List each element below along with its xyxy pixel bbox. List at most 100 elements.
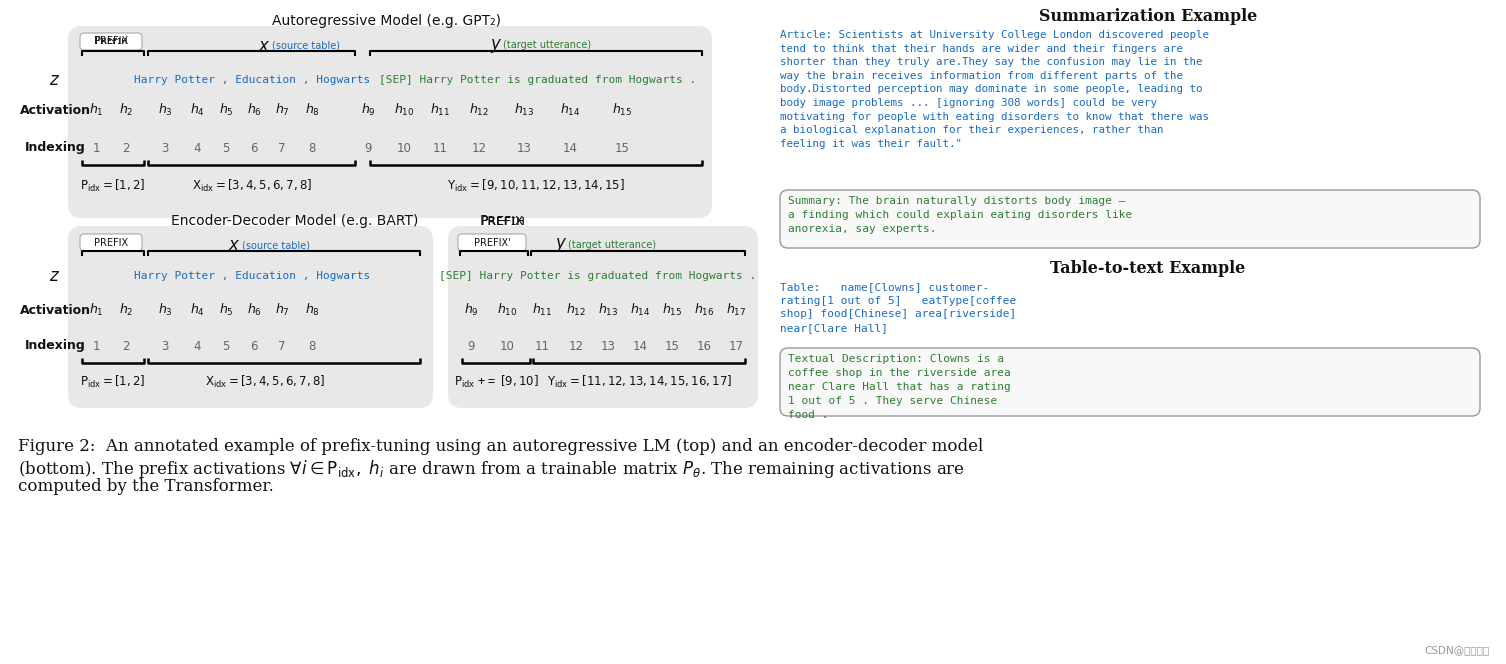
Text: $\mathrm{P_{idx}}\ \mathtt{+=}\ [9,10]$: $\mathrm{P_{idx}}\ \mathtt{+=}\ [9,10]$ bbox=[453, 374, 539, 390]
Text: Table:   name[Clowns] customer-
rating[1 out of 5]   eatType[coffee
shop] food[C: Table: name[Clowns] customer- rating[1 o… bbox=[780, 282, 1017, 333]
Text: Autoregressive Model (e.g. GPT₂): Autoregressive Model (e.g. GPT₂) bbox=[273, 14, 501, 28]
Text: $h_3$: $h_3$ bbox=[158, 102, 172, 118]
Text: $\mathrm{X_{idx}} = [3,4,5,6,7,8]$: $\mathrm{X_{idx}} = [3,4,5,6,7,8]$ bbox=[191, 178, 312, 194]
Text: $\mathit{y}$: $\mathit{y}$ bbox=[556, 236, 568, 254]
Text: $z$: $z$ bbox=[50, 267, 60, 285]
Text: $\mathit{y}$: $\mathit{y}$ bbox=[489, 37, 503, 55]
Text: 3: 3 bbox=[161, 339, 169, 353]
Text: Indexing: Indexing bbox=[24, 339, 86, 353]
Text: 2: 2 bbox=[122, 339, 130, 353]
Text: $h_8$: $h_8$ bbox=[304, 302, 319, 318]
Text: 2: 2 bbox=[122, 141, 130, 155]
Text: $h_{13}$: $h_{13}$ bbox=[598, 302, 617, 318]
Text: 10: 10 bbox=[500, 339, 515, 353]
FancyBboxPatch shape bbox=[447, 226, 758, 408]
Text: Textual Description: Clowns is a
coffee shop in the riverside area
near Clare Ha: Textual Description: Clowns is a coffee … bbox=[788, 354, 1011, 420]
Text: 4: 4 bbox=[193, 339, 200, 353]
Text: $h_1$: $h_1$ bbox=[89, 102, 104, 118]
Text: Pʀᴇғɪʜ: Pʀᴇғɪʜ bbox=[95, 36, 127, 46]
Text: $h_6$: $h_6$ bbox=[247, 102, 262, 118]
Text: $h_7$: $h_7$ bbox=[274, 302, 289, 318]
Text: 11: 11 bbox=[535, 339, 550, 353]
Text: PREFIX: PREFIX bbox=[93, 37, 128, 46]
FancyBboxPatch shape bbox=[458, 234, 526, 251]
Text: 16: 16 bbox=[696, 339, 711, 353]
Text: $z$: $z$ bbox=[50, 71, 60, 89]
Text: $h_{15}$: $h_{15}$ bbox=[611, 102, 633, 118]
Text: 1: 1 bbox=[92, 141, 99, 155]
Text: Article: Scientists at University College London discovered people
tend to think: Article: Scientists at University Colleg… bbox=[780, 30, 1209, 149]
Text: 5: 5 bbox=[223, 141, 230, 155]
Text: 12: 12 bbox=[568, 339, 583, 353]
Text: $h_9$: $h_9$ bbox=[464, 302, 479, 318]
Text: $h_{14}$: $h_{14}$ bbox=[630, 302, 651, 318]
Text: Activation: Activation bbox=[20, 104, 90, 116]
Text: CSDN@应山韭菜: CSDN@应山韭菜 bbox=[1425, 645, 1489, 655]
Text: (target utterance): (target utterance) bbox=[568, 240, 657, 250]
Text: $\mathrm{Y_{idx}} = [11,12,13,14,15,16,17]$: $\mathrm{Y_{idx}} = [11,12,13,14,15,16,1… bbox=[547, 374, 733, 390]
Text: $h_{10}$: $h_{10}$ bbox=[497, 302, 517, 318]
Text: 8: 8 bbox=[309, 141, 316, 155]
FancyBboxPatch shape bbox=[80, 234, 142, 251]
Text: computed by the Transformer.: computed by the Transformer. bbox=[18, 478, 274, 495]
Text: $h_2$: $h_2$ bbox=[119, 102, 133, 118]
Text: (bottom). The prefix activations $\forall i \in \mathrm{P_{idx}},\ h_i$ are draw: (bottom). The prefix activations $\foral… bbox=[18, 458, 965, 480]
Text: 14: 14 bbox=[563, 141, 577, 155]
Text: $h_6$: $h_6$ bbox=[247, 302, 262, 318]
FancyBboxPatch shape bbox=[68, 26, 712, 218]
Text: 4: 4 bbox=[193, 141, 200, 155]
Text: $\mathrm{X_{idx}} = [3,4,5,6,7,8]$: $\mathrm{X_{idx}} = [3,4,5,6,7,8]$ bbox=[205, 374, 325, 390]
Text: 15: 15 bbox=[614, 141, 630, 155]
FancyBboxPatch shape bbox=[68, 226, 434, 408]
Text: $h_{11}$: $h_{11}$ bbox=[429, 102, 450, 118]
Text: PREFIX: PREFIX bbox=[93, 238, 128, 248]
Text: $\mathit{x}$: $\mathit{x}$ bbox=[258, 37, 271, 55]
Text: Pʀᴇғɪʜ: Pʀᴇғɪʜ bbox=[480, 214, 526, 228]
FancyBboxPatch shape bbox=[780, 190, 1480, 248]
Text: $h_4$: $h_4$ bbox=[190, 302, 205, 318]
Text: $h_5$: $h_5$ bbox=[218, 102, 233, 118]
Text: Table-to-text Example: Table-to-text Example bbox=[1050, 260, 1245, 277]
FancyBboxPatch shape bbox=[780, 348, 1480, 416]
Text: 6: 6 bbox=[250, 141, 258, 155]
Text: $\mathrm{P_{idx}} = [1,2]$: $\mathrm{P_{idx}} = [1,2]$ bbox=[80, 178, 146, 194]
Text: $h_{15}$: $h_{15}$ bbox=[661, 302, 682, 318]
FancyBboxPatch shape bbox=[80, 33, 142, 50]
Text: 7: 7 bbox=[279, 339, 286, 353]
Text: 6: 6 bbox=[250, 339, 258, 353]
Text: $h_7$: $h_7$ bbox=[274, 102, 289, 118]
Text: (target utterance): (target utterance) bbox=[503, 40, 592, 50]
Text: $h_{11}$: $h_{11}$ bbox=[532, 302, 553, 318]
Text: $h_{12}$: $h_{12}$ bbox=[468, 102, 489, 118]
Text: 9: 9 bbox=[467, 339, 474, 353]
Text: 10: 10 bbox=[396, 141, 411, 155]
Text: PREFIX: PREFIX bbox=[482, 215, 524, 228]
Text: $h_1$: $h_1$ bbox=[89, 302, 104, 318]
Text: $\mathrm{P_{idx}} = [1,2]$: $\mathrm{P_{idx}} = [1,2]$ bbox=[80, 374, 146, 390]
Text: [SEP] Harry Potter is graduated from Hogwarts .: [SEP] Harry Potter is graduated from Hog… bbox=[440, 271, 756, 281]
Text: 12: 12 bbox=[471, 141, 486, 155]
Text: Indexing: Indexing bbox=[24, 141, 86, 155]
Text: Figure 2:  An annotated example of prefix-tuning using an autoregressive LM (top: Figure 2: An annotated example of prefix… bbox=[18, 438, 983, 455]
Text: 13: 13 bbox=[601, 339, 616, 353]
Text: $h_{14}$: $h_{14}$ bbox=[560, 102, 580, 118]
Text: 11: 11 bbox=[432, 141, 447, 155]
Text: 9: 9 bbox=[364, 141, 372, 155]
Text: $h_2$: $h_2$ bbox=[119, 302, 133, 318]
Text: $h_5$: $h_5$ bbox=[218, 302, 233, 318]
Text: $h_4$: $h_4$ bbox=[190, 102, 205, 118]
Text: $h_{13}$: $h_{13}$ bbox=[514, 102, 535, 118]
Text: 15: 15 bbox=[664, 339, 679, 353]
Text: 1: 1 bbox=[92, 339, 99, 353]
Text: $\mathrm{Y_{idx}} = [9,10,11,12,13,14,15]$: $\mathrm{Y_{idx}} = [9,10,11,12,13,14,15… bbox=[447, 178, 625, 194]
Text: $h_8$: $h_8$ bbox=[304, 102, 319, 118]
Text: (source table): (source table) bbox=[242, 240, 310, 250]
Text: 17: 17 bbox=[729, 339, 744, 353]
Text: $h_{12}$: $h_{12}$ bbox=[566, 302, 586, 318]
Text: (source table): (source table) bbox=[273, 40, 340, 50]
Text: $h_3$: $h_3$ bbox=[158, 302, 172, 318]
Text: 5: 5 bbox=[223, 339, 230, 353]
Text: 8: 8 bbox=[309, 339, 316, 353]
Text: [SEP] Harry Potter is graduated from Hogwarts .: [SEP] Harry Potter is graduated from Hog… bbox=[380, 75, 697, 85]
Text: Activation: Activation bbox=[20, 303, 90, 317]
